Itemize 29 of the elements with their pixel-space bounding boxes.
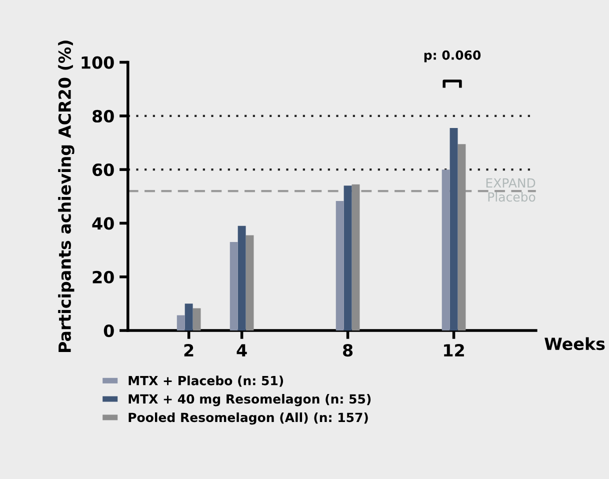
legend-label: MTX + Placebo (n: 51) — [128, 376, 284, 387]
y-axis-title: Participants achieving ACR20 (%) — [58, 40, 74, 352]
bar — [344, 186, 352, 331]
bar — [450, 128, 458, 331]
y-tick-label: 80 — [92, 110, 114, 122]
x-tick-label: 2 — [184, 344, 194, 356]
legend-label: Pooled Resomelagon (All) (n: 157) — [128, 412, 368, 425]
bar — [184, 304, 193, 331]
bar — [238, 226, 246, 331]
x-tick-label: 12 — [444, 344, 464, 356]
bar — [442, 170, 450, 331]
bar — [192, 308, 201, 331]
ref-line-label: EXPAND Placebo — [486, 178, 536, 202]
y-tick-label: 20 — [92, 270, 114, 284]
y-tick-label: 40 — [92, 217, 114, 230]
legend-label: MTX + 40 mg Resomelagon (n: 55) — [128, 394, 371, 406]
bar — [352, 184, 360, 331]
text: p: 0.060 — [424, 50, 481, 62]
bar — [336, 200, 344, 331]
bar — [230, 242, 238, 331]
x-axis-title: Weeks — [544, 337, 605, 350]
x-tick-label: 8 — [343, 344, 353, 357]
bar — [246, 235, 254, 331]
y-tick-label: 0 — [104, 324, 114, 338]
y-tick-label: 60 — [92, 164, 114, 176]
x-tick-label: 4 — [236, 344, 247, 356]
y-tick-label: 100 — [82, 56, 114, 69]
bar — [176, 315, 185, 331]
bar — [458, 144, 466, 331]
